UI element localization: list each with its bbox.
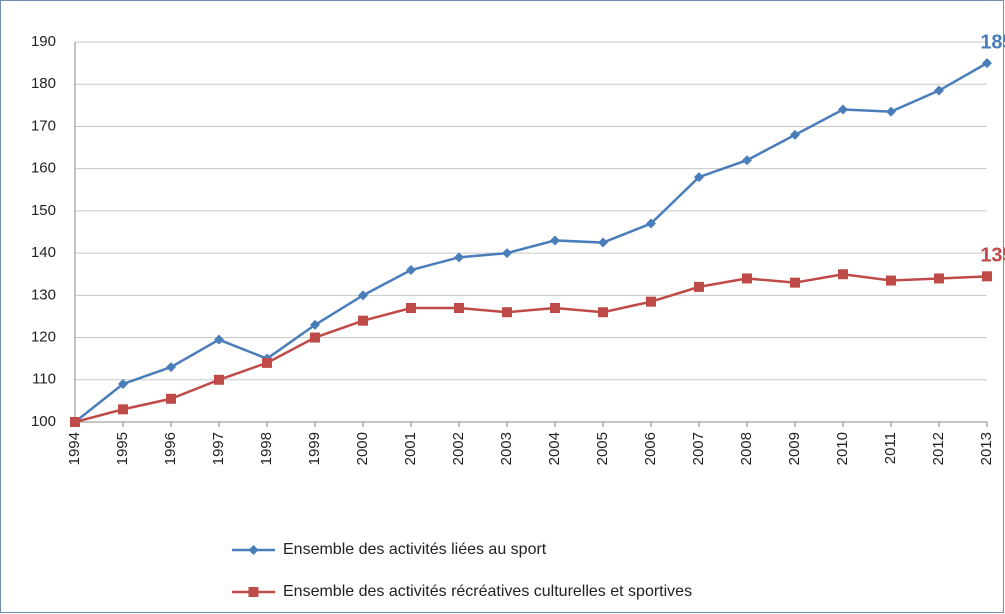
point [550, 235, 560, 246]
y-tick-label: 100 [31, 413, 56, 430]
y-tick-label: 180 [31, 75, 56, 92]
point [790, 277, 800, 288]
x-tick-label: 2010 [834, 432, 851, 465]
point [886, 275, 896, 286]
data-label: 185 [980, 31, 1005, 53]
y-tick-label: 110 [32, 371, 56, 388]
point [646, 218, 656, 229]
point [550, 303, 560, 313]
point [406, 265, 416, 275]
point [790, 129, 800, 140]
series-line [74, 62, 988, 423]
x-tick-label: 2005 [594, 432, 611, 465]
point [742, 155, 752, 166]
x-tick-label: 1998 [258, 432, 275, 465]
x-tick-label: 2004 [546, 432, 563, 465]
point [598, 237, 608, 248]
point [118, 379, 128, 389]
point [694, 281, 704, 292]
point [598, 307, 608, 318]
point [502, 307, 512, 318]
x-tick-label: 2011 [882, 432, 899, 464]
point [214, 374, 224, 385]
point [406, 303, 416, 313]
point [742, 273, 752, 284]
legend-marker [248, 545, 259, 555]
point [310, 319, 320, 330]
point [70, 417, 80, 427]
x-tick-label: 2009 [786, 432, 803, 465]
point [934, 85, 944, 96]
x-tick-label: 2000 [354, 432, 371, 465]
x-tick-label: 2008 [738, 432, 755, 465]
point [310, 332, 320, 343]
point [838, 269, 848, 280]
x-tick-label: 1997 [210, 432, 227, 465]
data-label: 135 [980, 245, 1005, 267]
y-tick-label: 190 [31, 33, 56, 50]
point [262, 357, 272, 368]
x-tick-label: 2002 [450, 432, 467, 465]
point [454, 303, 464, 313]
point [982, 58, 992, 69]
x-tick-label: 2013 [978, 432, 995, 465]
x-tick-label: 1994 [66, 432, 83, 465]
point [502, 248, 512, 259]
point [982, 271, 992, 282]
x-tick-label: 1995 [114, 432, 131, 465]
legend-label: Ensemble des activités récréatives cultu… [283, 583, 692, 600]
point [118, 404, 128, 415]
point [214, 334, 224, 345]
x-tick-label: 1999 [306, 432, 323, 465]
point [166, 362, 176, 373]
point [838, 104, 848, 115]
series-line [74, 272, 988, 424]
point [694, 172, 704, 183]
y-tick-label: 150 [31, 202, 56, 219]
point [454, 252, 464, 263]
x-tick-label: 2007 [690, 432, 707, 465]
point [646, 296, 656, 307]
y-tick-label: 130 [31, 286, 56, 303]
x-tick-label: 2012 [930, 432, 947, 465]
point [886, 106, 896, 117]
legend-marker [248, 587, 259, 597]
point [358, 290, 368, 301]
x-tick-label: 2001 [402, 432, 419, 465]
legend-label: Ensemble des activités liées au sport [283, 541, 547, 558]
point [934, 273, 944, 284]
x-tick-label: 2006 [642, 432, 659, 465]
x-tick-label: 2003 [498, 432, 515, 465]
y-tick-label: 140 [31, 244, 56, 261]
x-tick-label: 1996 [162, 432, 179, 465]
y-tick-label: 170 [31, 117, 56, 134]
point [166, 393, 176, 404]
y-tick-label: 120 [31, 329, 56, 346]
y-tick-label: 160 [31, 160, 56, 177]
point [358, 315, 368, 326]
